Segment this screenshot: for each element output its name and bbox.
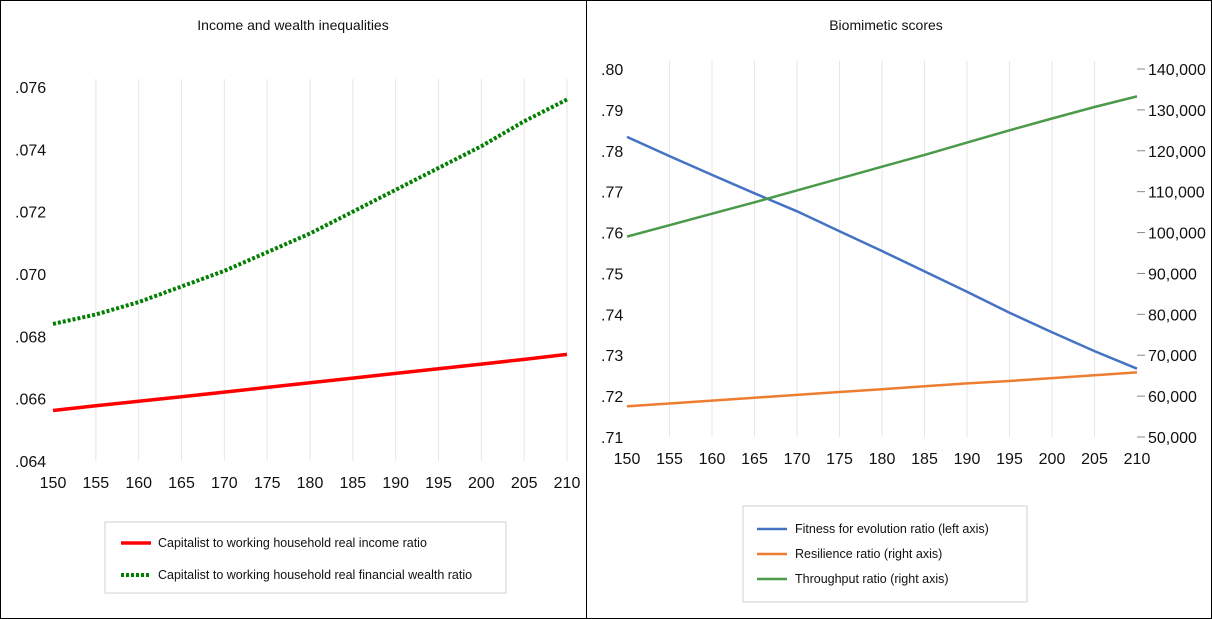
income-wealth-chart: Income and wealth inequalities .064 .066.…	[15, 17, 581, 594]
biomimetic-panel: Biomimetic scores .71 .72 .73 .74 .75 .76 .77.…	[586, 0, 1212, 619]
right-y-tick-label: 100,000	[1148, 226, 1206, 243]
left-y-tick-label: .76	[601, 226, 623, 243]
legend-box	[742, 505, 1028, 603]
x-tick-label: 185	[339, 475, 366, 492]
y-axis-ticks: .064 .066 .068 .070 .072 .074 .076	[15, 80, 46, 471]
x-tick-label: 170	[784, 451, 811, 468]
right-y-tick-label: 110,000	[1148, 185, 1205, 202]
x-tick-label: 205	[511, 475, 538, 492]
left-y-tick-label: .77	[601, 185, 623, 202]
x-tick-label: 195	[425, 475, 452, 492]
series-line-3	[626, 95, 1138, 238]
right-y-tick-label: 90,000	[1148, 266, 1197, 283]
x-tick-label: 185	[911, 451, 938, 468]
left-y-axis-ticks: .71 .72 .73 .74 .75 .76 .77 .78 .79 .80	[601, 62, 623, 447]
y-tick-label: .068	[15, 329, 46, 346]
gridlines	[95, 79, 568, 461]
x-tick-label: 195	[996, 451, 1023, 468]
left-y-tick-label: .78	[601, 144, 623, 161]
series-line-1	[626, 135, 1138, 370]
left-y-tick-label: .74	[601, 307, 623, 324]
x-tick-label: 190	[382, 475, 409, 492]
x-tick-label: 150	[40, 475, 67, 492]
x-tick-label: 165	[168, 475, 195, 492]
x-tick-label: 180	[297, 475, 324, 492]
series-line-2	[626, 371, 1138, 408]
left-y-tick-label: .80	[601, 62, 623, 79]
left-y-tick-label: .72	[601, 389, 623, 406]
x-tick-label: 190	[954, 451, 981, 468]
series-lines	[626, 95, 1138, 408]
right-y-tick-label: 70,000	[1148, 348, 1197, 365]
legend-label: Capitalist to working household real inc…	[158, 536, 427, 550]
y-tick-label: .066	[15, 392, 46, 409]
legend: Fitness for evolution ratio (left axis) R…	[757, 522, 989, 586]
legend: Capitalist to working household real inc…	[121, 536, 472, 582]
x-tick-label: 200	[468, 475, 495, 492]
legend-box	[104, 521, 507, 594]
x-tick-label: 150	[614, 451, 641, 468]
left-y-tick-label: .75	[601, 266, 623, 283]
x-tick-label: 200	[1039, 451, 1066, 468]
right-y-tick-label: 140,000	[1148, 62, 1206, 79]
x-axis-ticks: 150 155 160 165 170 175 180 185 190 195 200 205 210	[614, 451, 1151, 468]
left-y-tick-label: .71	[601, 430, 623, 447]
x-tick-label: 160	[699, 451, 726, 468]
legend-label: Throughput ratio (right axis)	[795, 572, 949, 586]
right-y-tick-label: 50,000	[1148, 430, 1197, 447]
y-tick-label: .072	[15, 205, 46, 222]
right-y-tick-label: 60,000	[1148, 389, 1197, 406]
chart-title: Income and wealth inequalities	[197, 17, 388, 33]
chart-title: Biomimetic scores	[829, 17, 943, 33]
right-y-tick-label: 130,000	[1148, 103, 1206, 120]
x-tick-label: 205	[1081, 451, 1108, 468]
x-tick-label: 165	[741, 451, 768, 468]
x-tick-label: 155	[656, 451, 683, 468]
y-tick-label: .076	[15, 80, 46, 97]
income-wealth-panel: Income and wealth inequalities .064 .066.…	[0, 0, 587, 619]
x-tick-label: 175	[826, 451, 853, 468]
series-lines	[52, 97, 568, 413]
left-y-tick-label: .73	[601, 348, 623, 365]
left-y-tick-label: .79	[601, 103, 623, 120]
y-tick-label: .074	[15, 142, 46, 159]
right-y-tick-label: 120,000	[1148, 144, 1206, 161]
x-tick-label: 180	[869, 451, 896, 468]
biomimetic-chart: Biomimetic scores .71 .72 .73 .74 .75 .76 .77.…	[601, 17, 1206, 603]
series-line-2	[52, 97, 568, 326]
x-tick-label: 155	[82, 475, 109, 492]
x-tick-label: 210	[1124, 451, 1151, 468]
y-tick-label: .064	[15, 454, 46, 471]
x-tick-label: 210	[554, 475, 581, 492]
x-tick-label: 175	[254, 475, 281, 492]
right-y-axis-ticks: 50,000 60,000 70,000 80,000 90,000 100,000 110…	[1137, 62, 1206, 447]
legend-label: Fitness for evolution ratio (left axis)	[795, 522, 989, 536]
x-tick-label: 170	[211, 475, 238, 492]
legend-label: Capitalist to working household real fin…	[158, 568, 472, 582]
x-tick-label: 160	[125, 475, 152, 492]
x-axis-ticks: 150 155 160 165 170 175 180 185 190 195 200 205 210	[40, 475, 581, 492]
legend-label: Resilience ratio (right axis)	[795, 547, 942, 561]
series-line-1	[52, 352, 568, 413]
y-tick-label: .070	[15, 267, 46, 284]
right-y-tick-label: 80,000	[1148, 307, 1197, 324]
